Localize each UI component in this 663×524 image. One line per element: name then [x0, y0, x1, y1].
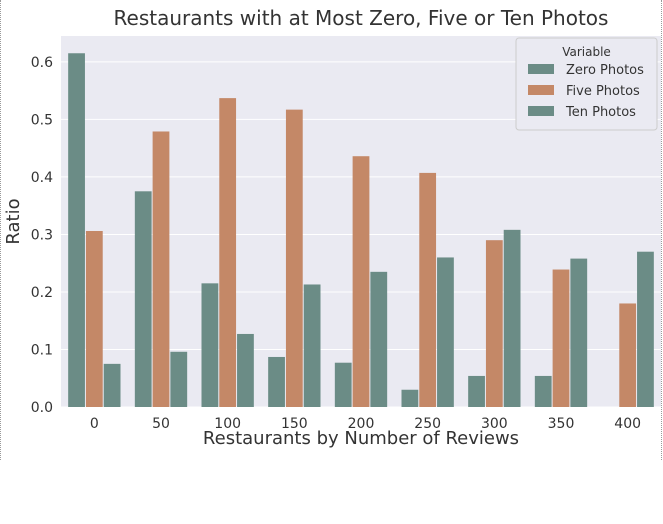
x-axis-label: Restaurants by Number of Reviews — [203, 428, 519, 449]
chart-title: Restaurants with at Most Zero, Five or T… — [114, 6, 609, 30]
bars — [68, 53, 654, 408]
x-tick-label: 150 — [281, 416, 308, 432]
bar — [419, 172, 437, 407]
bar — [570, 258, 588, 407]
bar — [285, 109, 303, 407]
x-tick-label: 100 — [214, 416, 241, 432]
y-tick-label: 0.2 — [31, 285, 53, 301]
x-tick-label: 0 — [90, 416, 99, 432]
y-tick-label: 0.3 — [31, 227, 53, 243]
legend-label: Zero Photos — [566, 63, 644, 78]
bar — [534, 375, 552, 407]
bar — [552, 269, 570, 407]
bar — [170, 351, 188, 407]
y-tick-label: 0.5 — [31, 112, 53, 128]
x-tick-label: 300 — [481, 416, 508, 432]
bar — [152, 131, 170, 407]
legend-swatch — [528, 106, 554, 116]
bar — [370, 271, 388, 407]
bar — [237, 333, 254, 407]
bar — [468, 375, 485, 407]
x-tick-label: 400 — [614, 416, 641, 432]
x-tick-label: 250 — [414, 416, 441, 432]
bar-chart: 0.0 0.1 0.2 0.3 0.4 0.5 0.6 0 50 100 150 200 250 300… — [3, 6, 661, 449]
bar — [68, 53, 85, 408]
legend: Variable Zero Photos Five Photos Ten Photo… — [515, 37, 658, 131]
bar — [437, 257, 454, 407]
x-tick-label: 50 — [152, 416, 170, 432]
legend-swatch — [528, 85, 554, 95]
bar — [619, 303, 637, 407]
bar — [219, 98, 237, 407]
bar — [201, 283, 219, 407]
bar — [503, 229, 521, 407]
bar — [303, 284, 321, 407]
legend-title: Variable — [562, 45, 611, 59]
bar — [134, 191, 152, 407]
y-tick-label: 0.6 — [31, 55, 53, 71]
legend-label: Five Photos — [566, 84, 640, 99]
x-tick-label: 200 — [348, 416, 375, 432]
y-tick-label: 0.0 — [31, 400, 53, 416]
legend-label: Ten Photos — [565, 105, 636, 120]
bar — [485, 240, 503, 407]
legend-swatch — [528, 64, 554, 74]
bar — [268, 356, 285, 407]
bar — [334, 362, 352, 407]
bar — [85, 230, 103, 407]
bar — [401, 389, 419, 407]
y-tick-label: 0.1 — [31, 342, 53, 358]
bar — [103, 363, 121, 407]
bar — [637, 251, 654, 407]
y-tick-label: 0.4 — [31, 170, 53, 186]
bar — [352, 156, 370, 407]
y-tick-labels: 0.0 0.1 0.2 0.3 0.4 0.5 0.6 — [31, 55, 53, 416]
x-tick-labels: 0 50 100 150 200 250 300 350 400 — [90, 416, 641, 432]
figure-frame: 0.0 0.1 0.2 0.3 0.4 0.5 0.6 0 50 100 150 200 250 300… — [0, 0, 662, 460]
x-tick-label: 350 — [548, 416, 575, 432]
legend-items: Zero Photos Five Photos Ten Photos — [528, 63, 644, 120]
y-axis-label: Ratio — [3, 198, 24, 244]
